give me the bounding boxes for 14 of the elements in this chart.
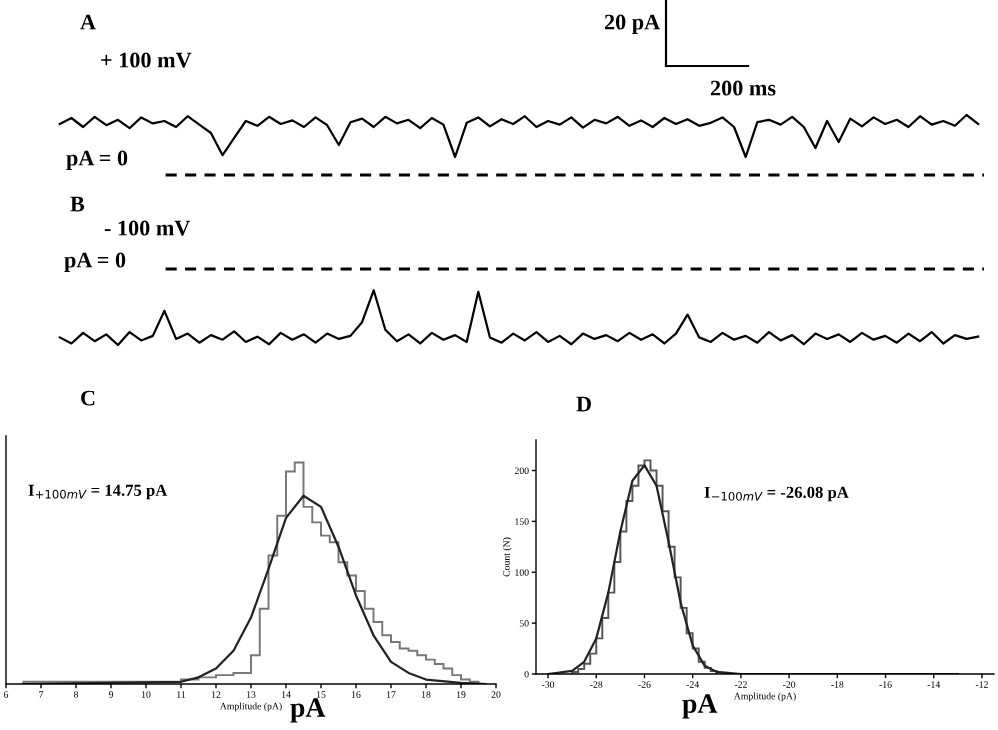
chart-title: A [80,14,96,30]
annotation: I$_{+100mV}$ = 14.75 pA [28,484,168,500]
text: pA [290,698,326,723]
ref-line-label: pA = 0 [64,252,126,273]
text: + 100 mV [101,52,192,68]
ref-line-label: pA = 0 [66,150,128,171]
text: 200 ms [710,80,776,96]
chart-title: B [70,196,85,212]
chart-title: D [576,396,591,412]
chart-title: C [81,390,95,406]
text: pA [682,694,718,719]
text: - 100 mV [104,220,191,236]
text: 20 pA [604,14,661,35]
annotation: I$_{−100mV}$ = -26.08 pA [704,486,849,502]
